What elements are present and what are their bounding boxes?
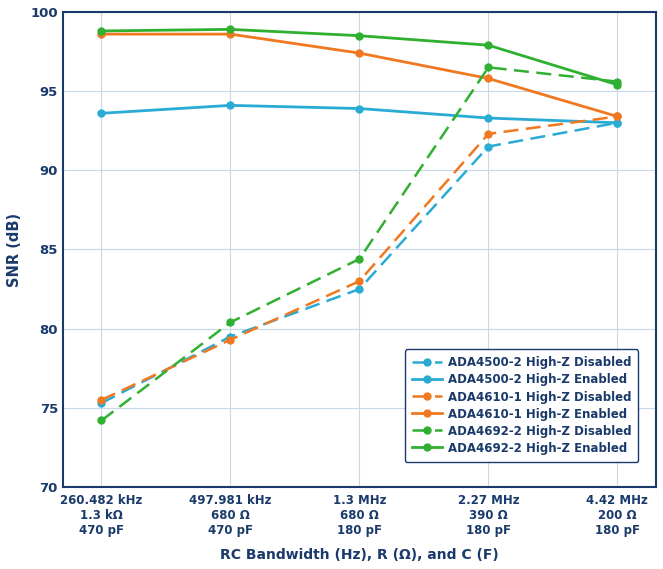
ADA4610-1 High-Z Enabled: [613, 113, 621, 120]
Legend: ADA4500-2 High-Z Disabled, ADA4500-2 High-Z Enabled, ADA4610-1 High-Z Disabled, : ADA4500-2 High-Z Disabled, ADA4500-2 Hig…: [405, 349, 638, 462]
ADA4610-1 High-Z Enabled: [227, 31, 235, 38]
ADA4692-2 High-Z Disabled: [227, 319, 235, 325]
ADA4610-1 High-Z Enabled: [97, 31, 105, 38]
ADA4610-1 High-Z Disabled: [485, 130, 493, 137]
Line: ADA4500-2 High-Z Disabled: ADA4500-2 High-Z Disabled: [98, 119, 621, 406]
X-axis label: RC Bandwidth (Hz), R (Ω), and C (F): RC Bandwidth (Hz), R (Ω), and C (F): [220, 548, 499, 562]
ADA4692-2 High-Z Disabled: [613, 78, 621, 85]
ADA4692-2 High-Z Enabled: [485, 42, 493, 48]
ADA4500-2 High-Z Enabled: [613, 119, 621, 126]
Line: ADA4500-2 High-Z Enabled: ADA4500-2 High-Z Enabled: [98, 102, 621, 126]
ADA4692-2 High-Z Enabled: [227, 26, 235, 33]
ADA4500-2 High-Z Disabled: [485, 143, 493, 150]
Line: ADA4692-2 High-Z Disabled: ADA4692-2 High-Z Disabled: [98, 64, 621, 424]
ADA4610-1 High-Z Enabled: [355, 50, 363, 56]
Y-axis label: SNR (dB): SNR (dB): [7, 212, 22, 287]
ADA4692-2 High-Z Enabled: [355, 32, 363, 39]
Line: ADA4610-1 High-Z Enabled: ADA4610-1 High-Z Enabled: [98, 31, 621, 120]
ADA4692-2 High-Z Enabled: [613, 81, 621, 88]
ADA4500-2 High-Z Enabled: [355, 105, 363, 112]
Line: ADA4692-2 High-Z Enabled: ADA4692-2 High-Z Enabled: [98, 26, 621, 88]
ADA4500-2 High-Z Disabled: [355, 286, 363, 292]
ADA4500-2 High-Z Disabled: [97, 399, 105, 406]
ADA4610-1 High-Z Disabled: [227, 336, 235, 343]
ADA4610-1 High-Z Enabled: [485, 75, 493, 82]
ADA4692-2 High-Z Disabled: [485, 64, 493, 71]
ADA4500-2 High-Z Disabled: [227, 333, 235, 340]
ADA4500-2 High-Z Enabled: [227, 102, 235, 109]
ADA4610-1 High-Z Disabled: [355, 278, 363, 284]
ADA4692-2 High-Z Enabled: [97, 27, 105, 34]
ADA4500-2 High-Z Enabled: [97, 110, 105, 117]
Line: ADA4610-1 High-Z Disabled: ADA4610-1 High-Z Disabled: [98, 113, 621, 403]
ADA4692-2 High-Z Disabled: [97, 417, 105, 424]
ADA4610-1 High-Z Disabled: [613, 113, 621, 120]
ADA4610-1 High-Z Disabled: [97, 397, 105, 403]
ADA4500-2 High-Z Enabled: [485, 114, 493, 121]
ADA4500-2 High-Z Disabled: [613, 119, 621, 126]
ADA4692-2 High-Z Disabled: [355, 255, 363, 262]
